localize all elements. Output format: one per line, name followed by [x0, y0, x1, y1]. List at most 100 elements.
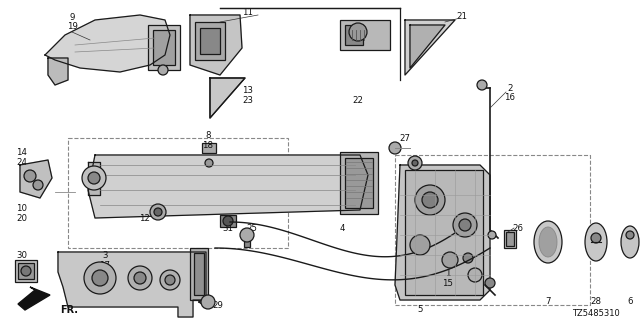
Text: 28: 28 — [591, 298, 602, 307]
Text: 18: 18 — [202, 140, 214, 149]
Text: 13: 13 — [243, 85, 253, 94]
Text: 30: 30 — [17, 251, 28, 260]
Text: 20: 20 — [17, 213, 28, 222]
Text: 12: 12 — [140, 213, 150, 222]
Text: 22: 22 — [353, 95, 364, 105]
Text: 11: 11 — [243, 7, 253, 17]
Text: 9: 9 — [69, 12, 75, 21]
Text: 7: 7 — [545, 298, 551, 307]
Circle shape — [591, 233, 601, 243]
Bar — [15, 260, 37, 282]
Polygon shape — [405, 20, 455, 75]
Text: 19: 19 — [67, 21, 77, 30]
Polygon shape — [88, 155, 368, 218]
Bar — [504, 230, 516, 248]
Circle shape — [412, 160, 418, 166]
Circle shape — [201, 295, 215, 309]
Bar — [395, 155, 590, 305]
Circle shape — [408, 156, 422, 170]
Circle shape — [415, 185, 445, 215]
Bar — [200, 28, 220, 54]
Polygon shape — [18, 287, 50, 310]
Circle shape — [463, 253, 473, 263]
Circle shape — [24, 170, 36, 182]
Bar — [220, 215, 236, 227]
Circle shape — [422, 192, 438, 208]
Bar — [345, 158, 373, 208]
Text: 24: 24 — [17, 157, 28, 166]
Bar — [190, 248, 208, 300]
Text: 23: 23 — [243, 95, 253, 105]
Circle shape — [33, 180, 43, 190]
Circle shape — [158, 65, 168, 75]
Text: 29: 29 — [212, 301, 223, 310]
Text: TZ5485310: TZ5485310 — [572, 308, 620, 317]
Bar — [153, 30, 175, 65]
Polygon shape — [395, 165, 490, 300]
Text: 1: 1 — [445, 269, 451, 278]
Circle shape — [468, 268, 482, 282]
Circle shape — [459, 219, 471, 231]
Circle shape — [442, 252, 458, 268]
Text: 15: 15 — [442, 279, 454, 289]
Text: 6: 6 — [627, 298, 633, 307]
Text: 16: 16 — [504, 92, 515, 101]
Circle shape — [488, 231, 496, 239]
Text: 14: 14 — [17, 148, 28, 156]
Text: 21: 21 — [456, 12, 467, 20]
Polygon shape — [45, 15, 170, 72]
Circle shape — [165, 275, 175, 285]
Bar — [340, 152, 378, 214]
Circle shape — [134, 272, 146, 284]
Polygon shape — [199, 296, 208, 308]
Circle shape — [477, 80, 487, 90]
Circle shape — [205, 159, 213, 167]
Ellipse shape — [621, 226, 639, 258]
Circle shape — [485, 278, 495, 288]
Circle shape — [453, 213, 477, 237]
Ellipse shape — [585, 223, 607, 261]
Bar — [405, 170, 483, 295]
Polygon shape — [410, 25, 445, 68]
Text: 3: 3 — [102, 251, 108, 260]
Bar — [195, 22, 225, 60]
Ellipse shape — [534, 221, 562, 263]
Circle shape — [389, 142, 401, 154]
Circle shape — [240, 228, 254, 242]
Bar — [340, 20, 390, 50]
Text: 25: 25 — [246, 223, 257, 233]
Polygon shape — [20, 160, 52, 198]
Bar — [345, 25, 363, 45]
Circle shape — [88, 172, 100, 184]
Bar — [202, 156, 216, 166]
Circle shape — [21, 266, 31, 276]
Bar — [18, 263, 34, 279]
Bar — [244, 235, 250, 247]
Text: 5: 5 — [417, 306, 423, 315]
Bar — [194, 253, 204, 295]
Ellipse shape — [539, 227, 557, 257]
Circle shape — [150, 204, 166, 220]
Bar — [202, 143, 216, 153]
Polygon shape — [210, 78, 245, 118]
Polygon shape — [58, 252, 206, 317]
Circle shape — [92, 270, 108, 286]
Text: 10: 10 — [17, 204, 28, 212]
Text: FR.: FR. — [60, 305, 78, 315]
Circle shape — [223, 216, 233, 226]
Circle shape — [410, 235, 430, 255]
Circle shape — [626, 231, 634, 239]
Circle shape — [82, 166, 106, 190]
Text: 8: 8 — [205, 131, 211, 140]
Text: 31: 31 — [223, 223, 234, 233]
Circle shape — [154, 208, 162, 216]
Circle shape — [84, 262, 116, 294]
Bar — [148, 25, 180, 70]
Polygon shape — [48, 58, 68, 85]
Text: 17: 17 — [99, 260, 111, 269]
Text: 4: 4 — [339, 223, 345, 233]
Circle shape — [160, 270, 180, 290]
Text: 27: 27 — [399, 133, 410, 142]
Text: 26: 26 — [513, 223, 524, 233]
Polygon shape — [88, 162, 100, 195]
